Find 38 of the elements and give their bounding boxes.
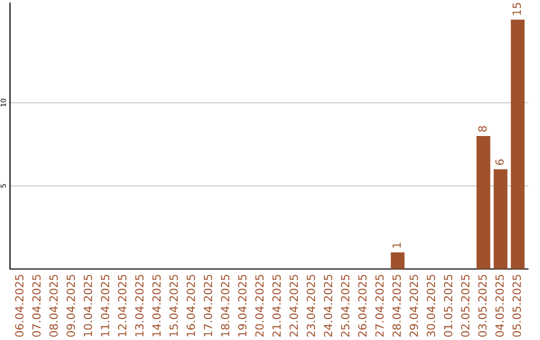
x-tick-label: 03.05.2025 [478, 274, 487, 337]
x-tick-label: 01.05.2025 [444, 274, 452, 337]
x-tick-label: 17.04.2025 [204, 274, 212, 336]
data-label: 1 [392, 242, 401, 248]
x-tick-label: 19.04.2025 [238, 274, 246, 336]
x-tick-label: 02.05.2025 [461, 274, 470, 337]
x-tick-label: 25.04.2025 [341, 274, 350, 337]
x-tick-label: 10.04.2025 [84, 274, 92, 336]
x-tick-label: 11.04.2025 [100, 274, 110, 336]
x-tick-label: 22.04.2025 [290, 274, 298, 337]
x-tick-label: 27.04.2025 [375, 274, 384, 337]
x-tick-label: 06.04.2025 [15, 274, 24, 337]
x-tick-label: 13.04.2025 [135, 274, 144, 336]
x-tick-label: 30.04.2025 [426, 274, 436, 337]
x-tick-label: 07.04.2025 [32, 274, 41, 337]
bar [390, 252, 405, 269]
x-tick-label: 26.04.2025 [358, 274, 367, 337]
x-tick-label: 20.04.2025 [255, 274, 264, 337]
bar [510, 20, 525, 269]
x-tick-label: 09.04.2025 [66, 274, 75, 337]
x-tick-label: 12.04.2025 [118, 274, 126, 336]
x-tick-label: 05.05.2025 [512, 274, 521, 337]
data-label: 6 [495, 159, 504, 165]
data-label: 15 [512, 2, 521, 15]
data-label: 8 [478, 126, 487, 132]
bar [476, 136, 490, 269]
x-tick-label: 14.04.2025 [152, 274, 161, 336]
x-tick-label: 23.04.2025 [306, 274, 316, 337]
x-tick-label: 21.04.2025 [272, 274, 281, 337]
x-tick-label: 24.04.2025 [324, 274, 332, 337]
x-tick-label: 08.04.2025 [49, 274, 58, 337]
x-tick-label: 29.04.2025 [410, 274, 418, 337]
x-tick-label: 16.04.2025 [186, 274, 196, 336]
x-tick-label: 15.04.2025 [169, 274, 178, 336]
x-tick-label: 28.04.2025 [392, 274, 401, 337]
x-tick-label: 18.04.2025 [220, 274, 230, 336]
x-tick-label: 04.05.2025 [495, 274, 504, 337]
bar [494, 169, 508, 269]
